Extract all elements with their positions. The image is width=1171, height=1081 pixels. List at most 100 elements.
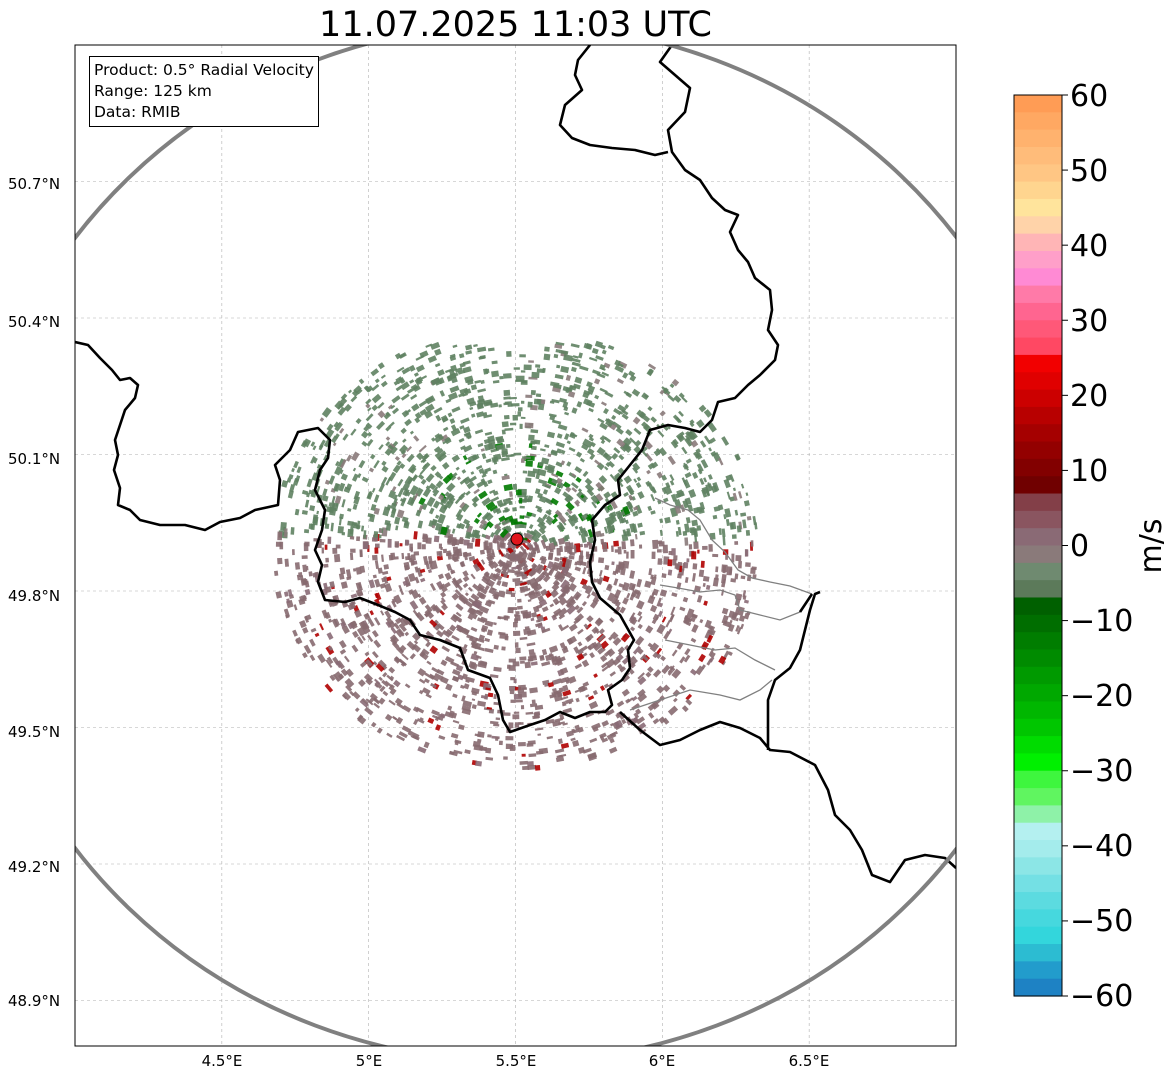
- echo-pixel: [627, 697, 634, 703]
- echo-pixel: [335, 502, 339, 507]
- echo-pixel: [578, 531, 582, 536]
- echo-pixel: [588, 407, 594, 413]
- echo-pixel: [485, 756, 494, 761]
- echo-pixel: [366, 438, 374, 447]
- echo-pixel: [671, 592, 678, 598]
- echo-pixel: [527, 658, 534, 662]
- echo-pixel: [751, 566, 757, 571]
- echo-pixel: [560, 460, 566, 466]
- echo-pixel: [365, 398, 372, 405]
- echo-pixel: [400, 381, 410, 391]
- echo-pixel: [429, 674, 439, 682]
- echo-pixel: [556, 522, 566, 532]
- echo-pixel: [492, 573, 503, 581]
- echo-pixel: [329, 581, 335, 588]
- echo-pixel: [383, 576, 389, 584]
- echo-pixel: [745, 492, 749, 496]
- echo-pixel: [321, 547, 324, 554]
- echo-pixel: [556, 547, 561, 556]
- echo-pixel: [345, 483, 353, 491]
- echo-pixel: [574, 566, 582, 572]
- echo-pixel: [573, 646, 579, 653]
- echo-pixel: [442, 426, 449, 432]
- echo-pixel: [413, 640, 419, 645]
- echo-pixel: [638, 411, 646, 419]
- echo-pixel: [450, 569, 456, 575]
- echo-pixel: [519, 497, 523, 504]
- echo-pixel: [429, 583, 437, 591]
- echo-pixel: [567, 517, 576, 527]
- echo-pixel: [407, 463, 417, 473]
- echo-pixel: [577, 488, 583, 493]
- echo-pixel: [461, 708, 472, 715]
- echo-pixel: [438, 735, 446, 741]
- echo-pixel: [476, 561, 485, 572]
- echo-pixel: [410, 560, 415, 566]
- echo-pixel: [452, 719, 460, 724]
- echo-pixel: [621, 718, 627, 725]
- echo-pixel: [589, 652, 596, 659]
- echo-pixel: [581, 645, 588, 652]
- echo-pixel: [364, 651, 370, 657]
- echo-pixel: [580, 533, 587, 544]
- echo-pixel: [630, 550, 635, 559]
- echo-pixel: [351, 473, 359, 482]
- echo-pixel: [595, 355, 604, 361]
- echo-pixel: [358, 583, 362, 589]
- echo-pixel: [357, 636, 364, 645]
- echo-pixel: [521, 458, 525, 463]
- echo-pixel: [558, 575, 566, 583]
- echo-pixel: [623, 549, 627, 554]
- echo-pixel: [501, 474, 510, 481]
- echo-pixel: [345, 684, 353, 692]
- lon-label: 6.5°E: [788, 1052, 830, 1070]
- echo-pixel: [467, 435, 472, 440]
- echo-pixel: [462, 360, 471, 366]
- echo-pixel: [670, 440, 679, 449]
- lat-label: 50.7°N: [8, 175, 61, 193]
- echo-pixel: [413, 372, 419, 377]
- echo-pixel: [294, 508, 300, 516]
- echo-pixel: [614, 472, 622, 480]
- echo-pixel: [286, 598, 291, 604]
- echo-pixel: [498, 631, 506, 636]
- echo-pixel: [402, 482, 410, 492]
- echo-pixel: [669, 480, 675, 486]
- echo-pixel: [277, 557, 283, 565]
- echo-pixel: [714, 574, 719, 580]
- echo-pixel: [412, 632, 421, 642]
- echo-pixel: [425, 343, 433, 348]
- echo-pixel: [681, 396, 688, 403]
- echo-pixel: [396, 734, 406, 742]
- echo-pixel: [312, 516, 319, 526]
- echo-pixel: [498, 548, 504, 557]
- echo-pixel: [512, 507, 517, 512]
- echo-pixel: [449, 372, 459, 379]
- lon-label: 5.5°E: [495, 1052, 537, 1070]
- echo-pixel: [575, 647, 584, 654]
- echo-pixel: [592, 578, 597, 583]
- echo-pixel: [483, 571, 490, 578]
- echo-pixel: [736, 626, 742, 635]
- echo-pixel: [734, 606, 740, 616]
- echo-pixel: [433, 446, 441, 453]
- echo-pixel: [613, 540, 619, 547]
- echo-pixel: [358, 679, 366, 687]
- echo-pixel: [637, 688, 646, 698]
- echo-pixel: [601, 662, 609, 669]
- echo-pixel: [308, 571, 313, 577]
- echo-pixel: [458, 538, 465, 545]
- echo-pixel: [384, 583, 393, 593]
- echo-pixel: [463, 643, 468, 649]
- echo-pixel: [422, 635, 430, 643]
- echo-pixel: [680, 431, 685, 436]
- echo-pixel: [559, 642, 566, 649]
- echo-pixel: [381, 476, 388, 486]
- echo-pixel: [460, 560, 466, 568]
- echo-pixel: [476, 346, 487, 353]
- echo-pixel: [371, 554, 378, 561]
- echo-pixel: [469, 406, 474, 411]
- echo-pixel: [373, 494, 380, 503]
- echo-pixel: [581, 583, 589, 591]
- echo-pixel: [551, 398, 560, 404]
